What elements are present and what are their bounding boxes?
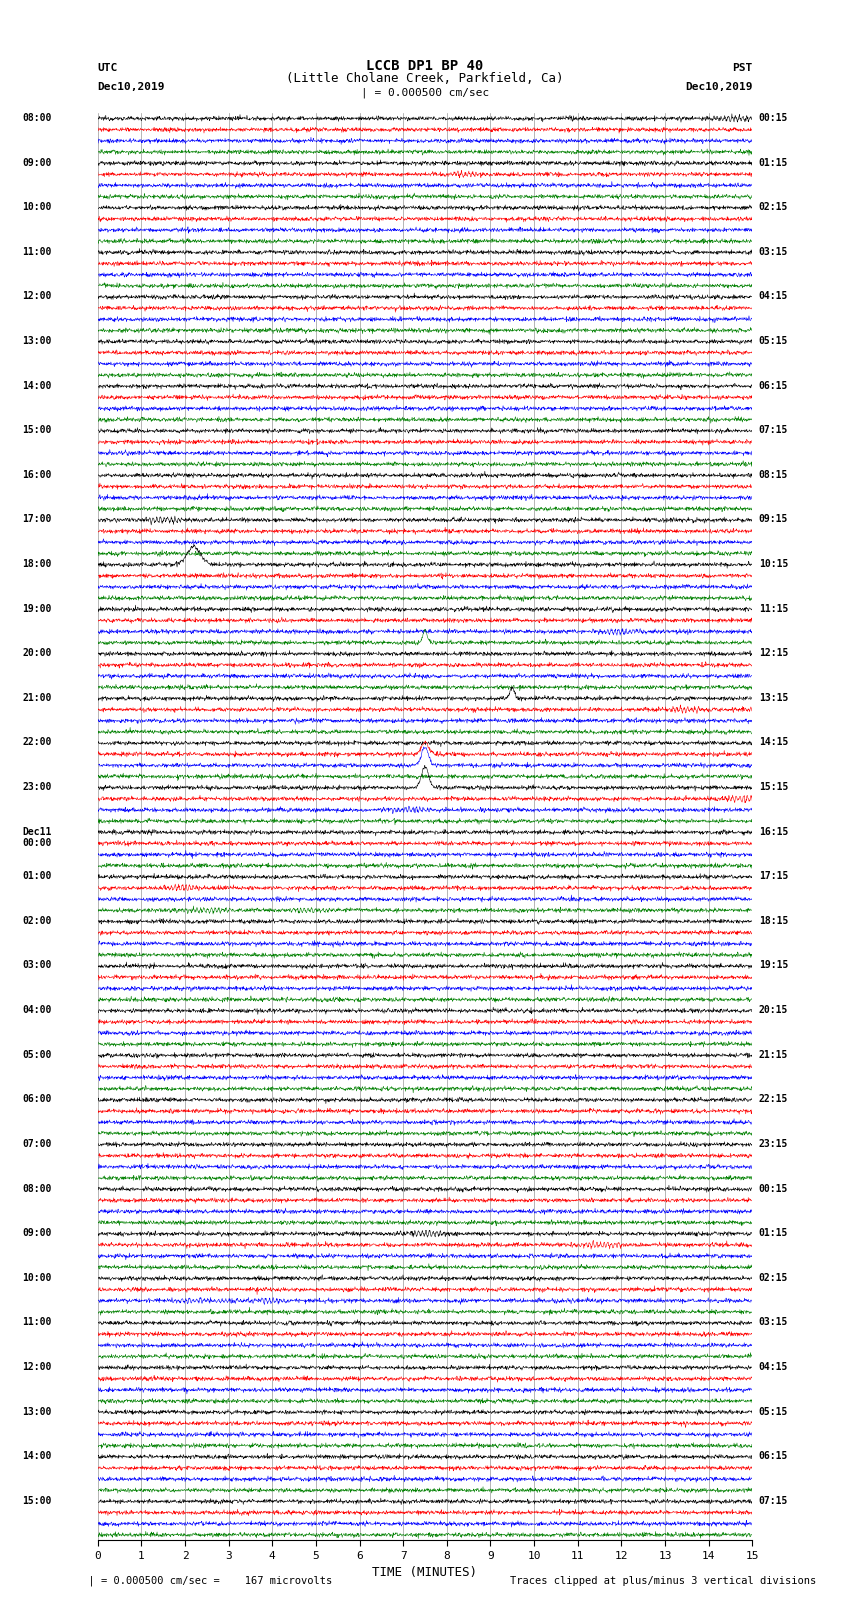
Text: 05:15: 05:15 <box>759 336 788 345</box>
Text: 06:00: 06:00 <box>23 1094 52 1105</box>
Text: 15:00: 15:00 <box>23 1495 52 1507</box>
Text: 18:00: 18:00 <box>23 560 52 569</box>
Text: 10:15: 10:15 <box>759 560 788 569</box>
Text: 11:00: 11:00 <box>23 1318 52 1327</box>
Text: 15:15: 15:15 <box>759 782 788 792</box>
Text: 17:15: 17:15 <box>759 871 788 881</box>
Text: 22:15: 22:15 <box>759 1094 788 1105</box>
Text: 01:15: 01:15 <box>759 1227 788 1239</box>
Text: Traces clipped at plus/minus 3 vertical divisions: Traces clipped at plus/minus 3 vertical … <box>510 1576 816 1586</box>
Text: 00:15: 00:15 <box>759 1184 788 1194</box>
Text: 17:00: 17:00 <box>23 515 52 524</box>
Text: 09:15: 09:15 <box>759 515 788 524</box>
Text: 04:15: 04:15 <box>759 292 788 302</box>
Text: | = 0.000500 cm/sec: | = 0.000500 cm/sec <box>361 87 489 97</box>
Text: 16:00: 16:00 <box>23 469 52 479</box>
Text: 10:00: 10:00 <box>23 1273 52 1282</box>
Text: 23:15: 23:15 <box>759 1139 788 1148</box>
Text: 21:15: 21:15 <box>759 1050 788 1060</box>
Text: 02:15: 02:15 <box>759 202 788 213</box>
Text: Dec10,2019: Dec10,2019 <box>685 82 752 92</box>
Text: PST: PST <box>732 63 752 73</box>
Text: 14:00: 14:00 <box>23 1452 52 1461</box>
Text: 12:00: 12:00 <box>23 1361 52 1373</box>
Text: 00:15: 00:15 <box>759 113 788 123</box>
Text: 22:00: 22:00 <box>23 737 52 747</box>
Text: 04:15: 04:15 <box>759 1361 788 1373</box>
Text: UTC: UTC <box>98 63 118 73</box>
Text: 11:15: 11:15 <box>759 603 788 613</box>
X-axis label: TIME (MINUTES): TIME (MINUTES) <box>372 1566 478 1579</box>
Text: 13:00: 13:00 <box>23 1407 52 1416</box>
Text: 03:00: 03:00 <box>23 960 52 971</box>
Text: 11:00: 11:00 <box>23 247 52 256</box>
Text: 06:15: 06:15 <box>759 1452 788 1461</box>
Text: 01:15: 01:15 <box>759 158 788 168</box>
Text: 07:00: 07:00 <box>23 1139 52 1148</box>
Text: 14:00: 14:00 <box>23 381 52 390</box>
Text: 14:15: 14:15 <box>759 737 788 747</box>
Text: 12:00: 12:00 <box>23 292 52 302</box>
Text: 15:00: 15:00 <box>23 426 52 436</box>
Text: 05:00: 05:00 <box>23 1050 52 1060</box>
Text: 09:00: 09:00 <box>23 158 52 168</box>
Text: 02:00: 02:00 <box>23 916 52 926</box>
Text: 21:00: 21:00 <box>23 694 52 703</box>
Text: (Little Cholane Creek, Parkfield, Ca): (Little Cholane Creek, Parkfield, Ca) <box>286 71 564 84</box>
Text: 19:15: 19:15 <box>759 960 788 971</box>
Text: 06:15: 06:15 <box>759 381 788 390</box>
Text: 13:00: 13:00 <box>23 336 52 345</box>
Text: 02:15: 02:15 <box>759 1273 788 1282</box>
Text: 09:00: 09:00 <box>23 1227 52 1239</box>
Text: 19:00: 19:00 <box>23 603 52 613</box>
Text: 20:00: 20:00 <box>23 648 52 658</box>
Text: 03:15: 03:15 <box>759 247 788 256</box>
Text: 04:00: 04:00 <box>23 1005 52 1015</box>
Text: 16:15: 16:15 <box>759 826 788 837</box>
Text: 07:15: 07:15 <box>759 1495 788 1507</box>
Text: 01:00: 01:00 <box>23 871 52 881</box>
Text: 10:00: 10:00 <box>23 202 52 213</box>
Text: 13:15: 13:15 <box>759 694 788 703</box>
Text: 18:15: 18:15 <box>759 916 788 926</box>
Text: 07:15: 07:15 <box>759 426 788 436</box>
Text: 08:00: 08:00 <box>23 113 52 123</box>
Text: Dec10,2019: Dec10,2019 <box>98 82 165 92</box>
Text: LCCB DP1 BP 40: LCCB DP1 BP 40 <box>366 60 484 73</box>
Text: 08:00: 08:00 <box>23 1184 52 1194</box>
Text: | = 0.000500 cm/sec =    167 microvolts: | = 0.000500 cm/sec = 167 microvolts <box>76 1576 332 1586</box>
Text: Dec11
00:00: Dec11 00:00 <box>23 826 52 848</box>
Text: 20:15: 20:15 <box>759 1005 788 1015</box>
Text: 12:15: 12:15 <box>759 648 788 658</box>
Text: 05:15: 05:15 <box>759 1407 788 1416</box>
Text: 03:15: 03:15 <box>759 1318 788 1327</box>
Text: 23:00: 23:00 <box>23 782 52 792</box>
Text: 08:15: 08:15 <box>759 469 788 479</box>
